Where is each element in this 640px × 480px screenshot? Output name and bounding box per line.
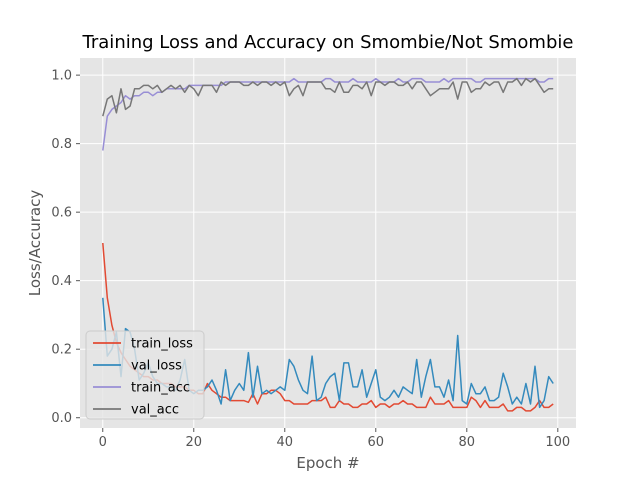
y-tick-label: 0.6: [51, 206, 72, 221]
y-ticks: 0.0 0.2 0.4 0.6 0.8 1.0: [51, 69, 80, 426]
x-axis-label: Epoch #: [296, 454, 359, 472]
series-line-train-acc: [102, 77, 554, 151]
chart-title: Training Loss and Accuracy on Smombie/No…: [82, 32, 574, 53]
legend-label-train-loss: train_loss: [131, 337, 193, 352]
legend-box: [85, 330, 205, 420]
y-tick-label: 1.0: [51, 69, 72, 84]
legend: train_loss val_loss train_acc val_acc: [85, 330, 205, 420]
y-axis-label: Loss/Accuracy: [26, 190, 44, 297]
x-tick-label: 60: [368, 435, 385, 450]
x-ticks: 0 20 40 60 80 100: [99, 428, 570, 450]
legend-label-val-loss: val_loss: [131, 359, 182, 374]
legend-label-train-acc: train_acc: [131, 381, 190, 396]
x-tick-label: 40: [276, 435, 293, 450]
y-tick-label: 0.2: [51, 343, 72, 358]
y-tick-label: 0.4: [51, 274, 72, 289]
legend-label-val-acc: val_acc: [131, 403, 179, 418]
series-line-val-acc: [102, 77, 554, 117]
y-tick-label: 0.8: [51, 137, 72, 152]
y-tick-label: 0.0: [51, 411, 72, 426]
x-tick-label: 0: [99, 435, 107, 450]
x-tick-label: 20: [185, 435, 202, 450]
x-tick-label: 100: [545, 435, 570, 450]
x-tick-label: 80: [459, 435, 476, 450]
